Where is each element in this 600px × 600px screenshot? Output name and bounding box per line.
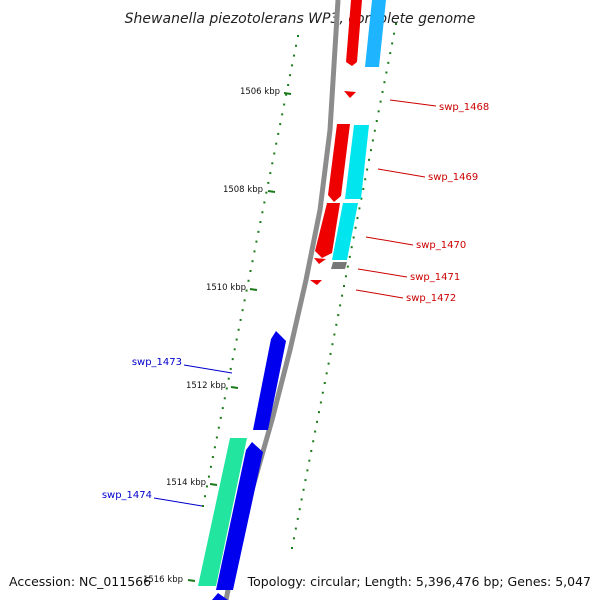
gene-arrow — [198, 438, 247, 586]
major-tick — [187, 579, 196, 582]
gene-label-swp-1474[interactable]: swp_1474 — [102, 490, 152, 501]
tick-marks-right — [291, 23, 397, 549]
major-tick — [283, 92, 292, 95]
major-tick — [249, 288, 258, 291]
gene-label-swp-1468[interactable]: swp_1468 — [439, 102, 489, 113]
label-leader — [183, 364, 233, 374]
gene-label-swp-1473[interactable]: swp_1473 — [132, 357, 182, 368]
gene-label-swp-1470[interactable]: swp_1470 — [416, 240, 466, 251]
gene-arrow — [344, 91, 356, 98]
label-leader — [365, 236, 414, 246]
major-tick — [209, 483, 218, 486]
gene-arrow — [332, 203, 358, 260]
gene-arrow — [315, 203, 340, 258]
scale-label: 1512 kbp — [186, 381, 226, 391]
scale-label: 1506 kbp — [240, 87, 280, 97]
topology-text: Topology: circular; Length: 5,396,476 bp… — [247, 574, 591, 589]
gene-arrow — [253, 331, 286, 430]
gene-arrow — [331, 262, 347, 269]
label-leader — [377, 168, 426, 178]
accession-text: Accession: NC_011566 — [9, 574, 151, 589]
map-title: Shewanella piezotolerans WP3, complete g… — [125, 11, 476, 27]
gene-arrow — [365, 0, 386, 67]
gene-arrow — [216, 442, 263, 590]
gene-arrow — [328, 124, 350, 202]
label-leader — [355, 289, 404, 299]
scale-label: 1516 kbp — [143, 575, 183, 585]
gene-arrow — [212, 593, 228, 600]
gene-arrow — [345, 125, 369, 199]
gene-label-swp-1472[interactable]: swp_1472 — [406, 293, 456, 304]
scale-label: 1510 kbp — [206, 283, 246, 293]
gene-labels: swp_1468 swp_1469 swp_1470 swp_1471 swp_… — [102, 99, 489, 507]
gene-arrow — [314, 258, 326, 264]
major-tick — [267, 190, 276, 193]
scale-label: 1514 kbp — [166, 478, 206, 488]
scale-label: 1508 kbp — [223, 185, 263, 195]
tick-marks-left — [202, 35, 299, 507]
major-tick — [230, 386, 239, 389]
label-leader — [389, 99, 437, 107]
feature-arrows — [198, 0, 386, 600]
scale-labels: 1506 kbp 1508 kbp 1510 kbp 1512 kbp 1514… — [143, 87, 292, 585]
gene-arrow — [310, 280, 322, 285]
label-leader — [153, 497, 203, 507]
gene-arrow — [346, 0, 362, 66]
gene-label-swp-1471[interactable]: swp_1471 — [410, 272, 460, 283]
label-leader — [357, 268, 408, 278]
gene-label-swp-1469[interactable]: swp_1469 — [428, 172, 478, 183]
